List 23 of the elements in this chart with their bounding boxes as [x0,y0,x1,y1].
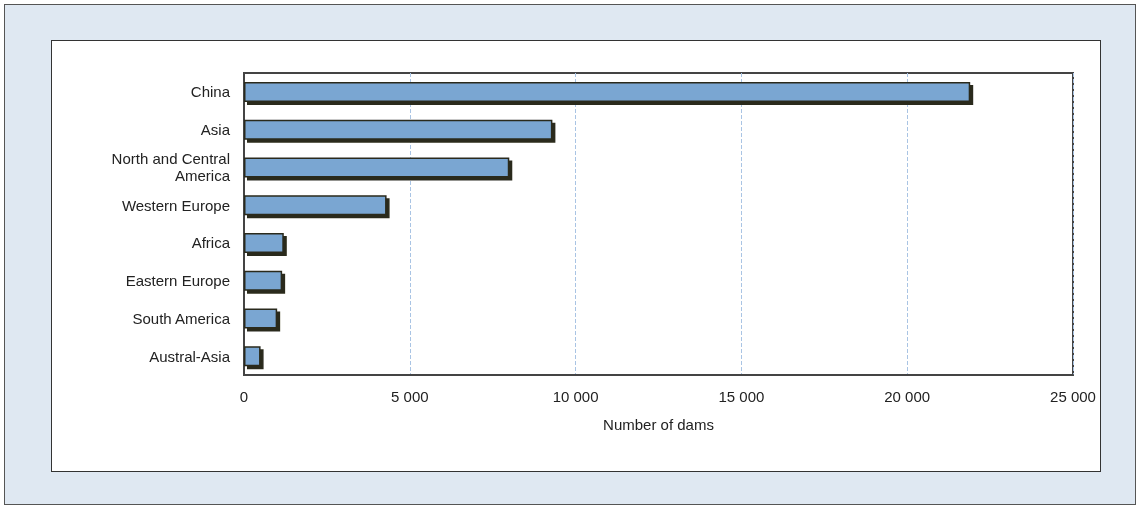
bar [244,195,387,216]
x-tick-label: 15 000 [718,388,765,405]
bar [244,232,284,253]
x-tick-label: 0 [239,388,249,405]
y-tick-label: Eastern Europe [125,272,230,290]
bar [244,308,278,329]
y-tick-label: Western Europe [121,196,230,214]
bar [244,346,261,367]
y-tick-label: South America [132,309,231,327]
bar [244,157,510,178]
x-tick-label: 10 000 [552,388,599,405]
bar [244,119,553,140]
y-tick-label: Asia [200,121,231,139]
x-tick-label: 5 000 [391,388,429,405]
bar [244,81,971,102]
x-tick-label: 20 000 [884,388,931,405]
y-tick-label: China [190,83,231,101]
bar [244,270,283,291]
y-tick-label: North and Central America [111,150,231,185]
x-tick-label: 25 000 [1050,388,1096,405]
x-axis-title: Number of dams [603,416,714,433]
y-tick-label: Austral-Asia [149,347,231,365]
y-tick-label: Africa [191,234,231,252]
